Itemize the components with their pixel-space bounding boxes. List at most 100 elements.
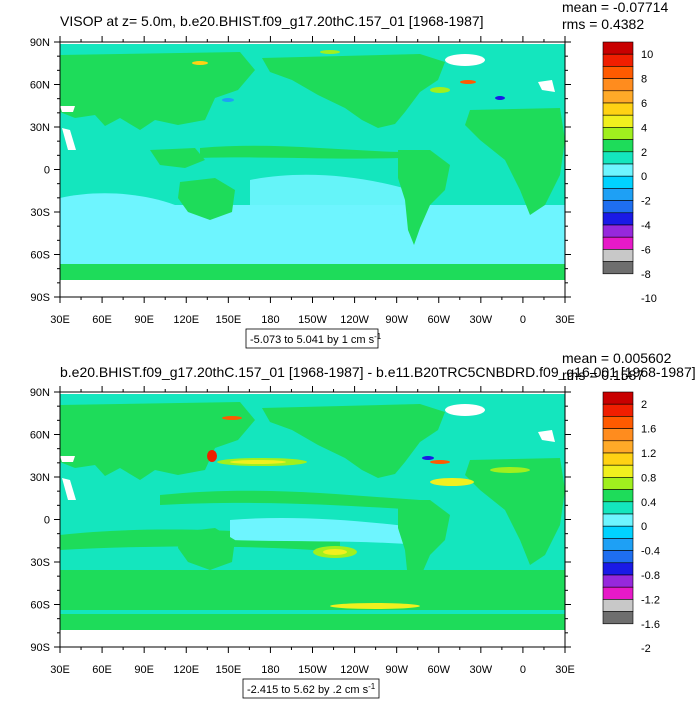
panel-2-x-tick-label: 30W [470, 664, 493, 676]
panel-2-y-tick-label: 90N [30, 387, 50, 399]
panel-1-land-southamerica [398, 150, 450, 245]
panel-2-colorbar-label: -1.6 [641, 619, 660, 631]
panel-1-x-tick-label: 30W [470, 314, 493, 326]
panel-2-colorbar-swatch [602, 562, 634, 576]
panel-2-y-axis: 90N 60N 30N 0 30S 60S 90S [30, 387, 571, 654]
panel-1-colorbar-label: 10 [641, 49, 653, 61]
panel-1-subtropical-gyre [250, 174, 420, 215]
panel-2-x-tick-label: 90W [385, 664, 408, 676]
panel-1-y-tick-label: 90S [30, 292, 50, 304]
panel-1-missing-bottom [60, 280, 565, 297]
panel-2-land-eurasia [60, 402, 255, 480]
panel-2-equator-band [160, 490, 420, 510]
panel-2-x-tick-label: 180 [261, 664, 279, 676]
panel-2-x-tick-label: 90E [134, 664, 154, 676]
panel-1-contour-info: -5.073 to 5.041 by 1 cm s-1 [245, 328, 382, 349]
panel-1-equator-band [200, 145, 400, 159]
panel-1-land [60, 52, 565, 280]
panel-2-subtropical-gyre [230, 517, 420, 545]
panel-1-southern-ocean [60, 205, 565, 275]
panel-2-colorbar-label: 1.6 [641, 424, 656, 436]
panel-1-colorbar-swatch [602, 114, 634, 128]
panel-2-accent-equatorial-pacific [490, 467, 530, 473]
panel-2-accent-southern-band [330, 603, 420, 609]
panel-1-x-tick-label: 150E [215, 314, 241, 326]
panel-2-field-bands [60, 490, 565, 610]
panel-2-land-africa [465, 458, 565, 565]
panel-2-colorbar-label: 0 [641, 521, 647, 533]
panel-1-x-tick-label: 60W [427, 314, 450, 326]
panel-1-y-tick-label: 90N [30, 37, 50, 49]
panel-2-colorbar-swatch [602, 428, 634, 442]
panel-2-x-tick-label: 120E [173, 664, 199, 676]
panel-1-x-tick-label: 90W [385, 314, 408, 326]
panel-1-missing-hudson [538, 80, 555, 92]
panel-2-missing-greenland [445, 404, 485, 416]
panel-2-rms: rms = 0.1587 [562, 367, 644, 383]
panel-2-colorbar-swatch [602, 513, 634, 527]
panel-2-land-australia [178, 528, 235, 570]
panel-1-colorbar-swatch [602, 151, 634, 165]
panel-1-colorbar: 10 8 6 4 2 0 -2 -4 -6 -8 -10 [602, 41, 657, 305]
panel-1-colorbar-swatch [602, 66, 634, 79]
panel-1-colorbar-label: -10 [641, 293, 657, 305]
panel-2-x-tick-label: 0 [520, 664, 526, 676]
panel-2-x-tick-label: 30E [50, 664, 70, 676]
panel-1-colorbar-label: 6 [641, 98, 647, 110]
panel-1: VISOP at z= 5.0m, b.e20.BHIST.f09_g17.20… [30, 0, 668, 349]
panel-2-colorbar-label: 0.4 [641, 497, 656, 509]
panel-2-accent-north-atlantic [430, 478, 474, 486]
panel-1-colorbar-label: 0 [641, 171, 647, 183]
panel-1-land-africa [465, 108, 565, 215]
panel-1-accent-north-atlantic [460, 80, 476, 84]
panel-1-accent-atlantic-blue [495, 96, 505, 100]
panel-1-contour-info-exp: -1 [374, 332, 382, 341]
panel-1-y-tick-label: 30S [30, 207, 50, 219]
panel-2-contour-info-exp: -1 [368, 682, 376, 691]
panel-1-y-tick-label: 60N [30, 80, 50, 92]
panel-1-indian-ocean-band [60, 193, 175, 220]
panel-1-x-tick-label: 120E [173, 314, 199, 326]
panel-1-x-tick-label: 180 [261, 314, 279, 326]
panel-1-missing-greenland [445, 54, 485, 66]
panel-2-y-tick-label: 0 [44, 515, 50, 527]
panel-2-map [59, 391, 566, 648]
panel-1-x-tick-label: 120W [340, 314, 369, 326]
panel-1-accent-kuroshio [192, 61, 208, 65]
panel-2-accent-arctic-red [222, 416, 242, 420]
panel-1-mean: mean = -0.07714 [562, 0, 668, 15]
panel-2-y-tick-label: 60N [30, 430, 50, 442]
panel-2-missing-tibet [60, 456, 75, 462]
panel-2-colorbar-swatch [602, 599, 634, 612]
panel-2-accents [207, 416, 530, 609]
panel-2-missing-sahara [62, 478, 76, 500]
panel-2-x-tick-label: 150W [298, 664, 327, 676]
panel-1-colorbar-swatch [602, 261, 634, 275]
panel-2-colorbar-swatch [602, 538, 634, 551]
panel-2-missing-hudson [538, 430, 555, 442]
panel-1-y-tick-label: 60S [30, 250, 50, 262]
panel-2-colorbar-swatch [602, 464, 634, 478]
panel-2-colorbar-swatch [602, 440, 634, 454]
panel-2-accent-gyre-core [323, 549, 347, 555]
panel-2-colorbar-label: 1.2 [641, 448, 656, 460]
panel-1-rms: rms = 0.4382 [562, 16, 644, 32]
panel-2-y-tick-label: 30S [30, 557, 50, 569]
panel-1-colorbar-label: -4 [641, 220, 651, 232]
panel-1-contour-info-box [245, 328, 379, 349]
panel-1-missing-tibet [60, 106, 75, 112]
panel-1-colorbar-label: -8 [641, 269, 651, 281]
panel-2-x-axis: 30E 60E 90E 120E 150E 180 150W 120W 90W 60W 30W 0 30… [50, 386, 575, 676]
panel-1-land-eurasia [60, 52, 255, 130]
panel-1-colorbar-swatch [602, 188, 634, 201]
panel-1-colorbar-swatch [602, 139, 634, 153]
panel-2-accent-japan [207, 450, 217, 462]
panel-1-y-tick-label: 0 [44, 165, 50, 177]
panel-2-x-tick-label: 150E [215, 664, 241, 676]
panel-1-colorbar-swatch [602, 175, 634, 189]
panel-2: b.e20.BHIST.f09_g17.20thC.157_01 [1968-1… [30, 350, 696, 699]
panel-1-accent-gulfstream [430, 87, 450, 93]
panel-2-colorbar-label: -2 [641, 643, 651, 655]
panel-1-colorbar-swatch [602, 224, 634, 238]
panel-2-colorbar-swatch [602, 550, 634, 564]
